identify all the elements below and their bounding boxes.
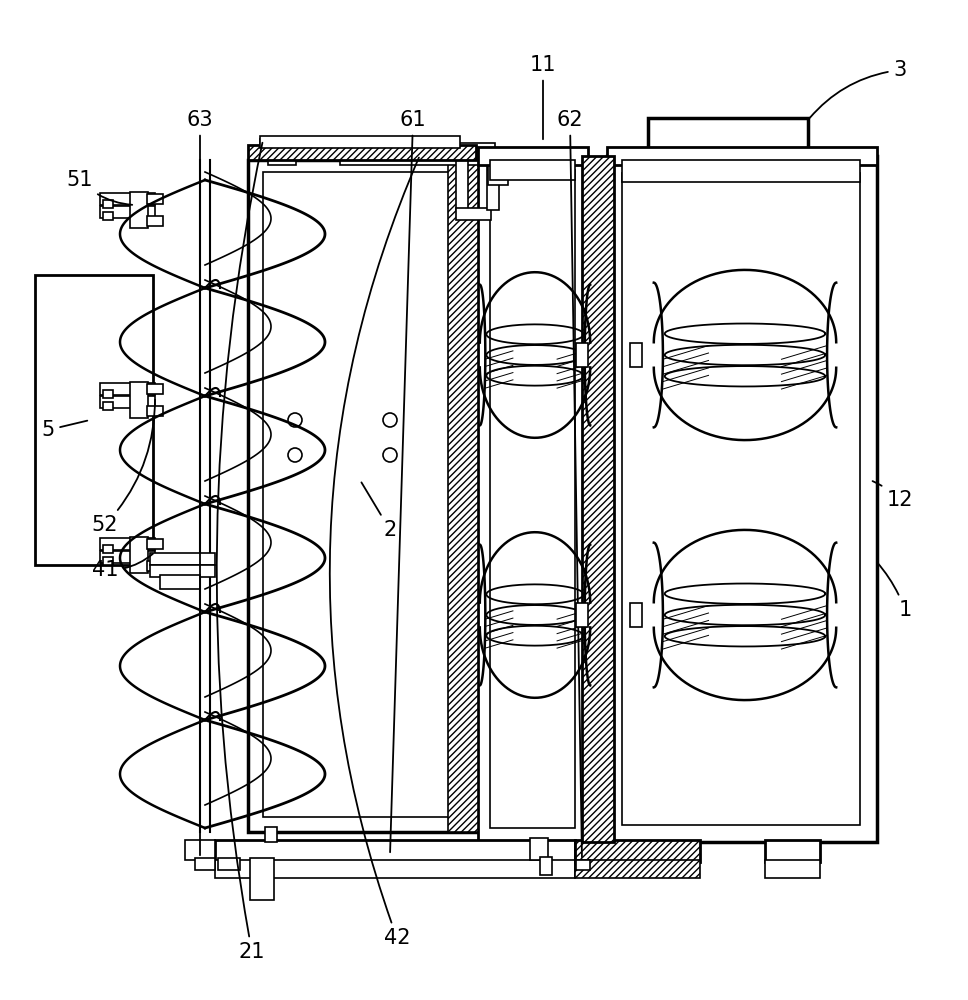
Text: 41: 41	[92, 554, 153, 580]
Bar	[195, 858, 215, 870]
Text: 61: 61	[390, 110, 426, 852]
Bar	[130, 192, 148, 228]
Bar	[576, 603, 588, 627]
Bar	[103, 390, 113, 398]
Text: 51: 51	[67, 170, 133, 205]
Bar	[576, 860, 590, 870]
Bar	[765, 840, 820, 862]
Bar	[147, 539, 163, 549]
Bar	[530, 838, 548, 860]
Bar	[622, 160, 860, 182]
Bar	[456, 150, 468, 210]
Bar	[540, 857, 552, 875]
Bar	[260, 139, 300, 151]
Bar	[130, 382, 148, 418]
Bar	[150, 565, 215, 577]
Bar	[35, 275, 153, 565]
Bar	[268, 143, 296, 165]
Bar	[340, 143, 495, 151]
Bar	[147, 406, 163, 416]
Bar	[487, 155, 499, 210]
Bar	[185, 840, 215, 860]
Bar	[100, 396, 155, 408]
Bar	[648, 118, 808, 278]
Bar	[478, 147, 588, 165]
Text: 42: 42	[330, 158, 419, 948]
Bar	[147, 216, 163, 226]
Bar	[103, 545, 113, 553]
Bar	[103, 402, 113, 410]
Bar	[215, 840, 575, 862]
Bar	[100, 538, 155, 550]
Bar	[448, 160, 478, 832]
Bar	[607, 147, 877, 165]
Text: 52: 52	[92, 400, 155, 535]
Bar	[150, 553, 215, 565]
Bar	[340, 151, 495, 165]
Bar	[488, 150, 500, 170]
Bar	[582, 156, 614, 842]
Text: 5: 5	[42, 420, 87, 440]
Bar	[100, 206, 155, 218]
Text: 1: 1	[877, 562, 912, 620]
Bar	[250, 858, 274, 900]
Bar	[103, 200, 113, 208]
Bar	[103, 212, 113, 220]
Bar	[575, 840, 700, 862]
Text: 12: 12	[872, 481, 913, 510]
Text: 21: 21	[217, 143, 265, 962]
Text: 3: 3	[810, 60, 907, 118]
Bar	[248, 160, 476, 832]
Bar	[576, 343, 588, 367]
Text: 63: 63	[187, 110, 213, 855]
Bar	[147, 561, 163, 571]
Text: 62: 62	[557, 110, 584, 857]
Bar	[248, 145, 476, 160]
Bar	[765, 860, 820, 878]
Bar	[575, 860, 700, 878]
Bar	[130, 537, 148, 573]
Bar	[478, 156, 588, 842]
Text: 2: 2	[361, 482, 397, 540]
Bar	[260, 136, 460, 148]
Bar	[100, 383, 155, 395]
Bar	[100, 193, 155, 205]
Bar	[490, 160, 575, 180]
Bar	[622, 173, 860, 825]
Text: 11: 11	[529, 55, 557, 139]
Bar	[147, 194, 163, 204]
Bar	[103, 557, 113, 565]
Bar	[263, 172, 458, 817]
Bar	[630, 343, 642, 367]
Bar	[456, 208, 491, 220]
Bar	[100, 551, 155, 563]
Bar	[607, 156, 877, 842]
Bar	[630, 603, 642, 627]
Bar	[488, 165, 508, 185]
Bar	[215, 860, 575, 878]
Bar	[265, 827, 277, 842]
Bar	[218, 858, 240, 870]
Bar	[160, 575, 200, 589]
Bar	[147, 384, 163, 394]
Bar	[490, 170, 575, 828]
